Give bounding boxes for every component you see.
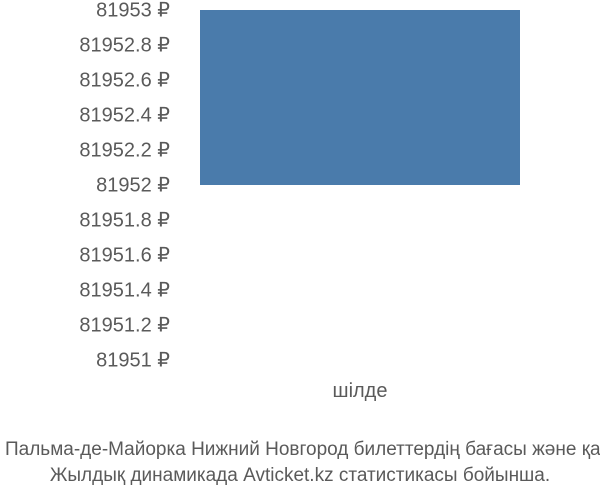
y-tick: 81952.4 ₽ (79, 103, 170, 128)
caption-line-1: Пальма-де-Майорка Нижний Новгород билетт… (5, 437, 595, 464)
caption-line-2: Жылдық динамикада Avticket.kz статистика… (5, 463, 595, 490)
y-tick: 81952.6 ₽ (79, 68, 170, 93)
y-axis: 81953 ₽ 81952.8 ₽ 81952.6 ₽ 81952.4 ₽ 81952.… (0, 0, 175, 370)
y-tick: 81952.2 ₽ (79, 138, 170, 163)
plot-area (180, 0, 540, 370)
bar (200, 10, 520, 185)
y-tick: 81953 ₽ (96, 0, 170, 23)
y-tick: 81951.4 ₽ (79, 278, 170, 303)
y-tick: 81951.6 ₽ (79, 243, 170, 268)
y-tick: 81952 ₽ (96, 173, 170, 198)
y-tick: 81951.8 ₽ (79, 208, 170, 233)
y-tick: 81951.2 ₽ (79, 313, 170, 338)
x-axis-label: шілде (333, 380, 388, 403)
y-tick: 81951 ₽ (96, 348, 170, 373)
chart-caption: Пальма-де-Майорка Нижний Новгород билетт… (0, 437, 600, 490)
chart-container: 81953 ₽ 81952.8 ₽ 81952.6 ₽ 81952.4 ₽ 81952.… (0, 0, 600, 420)
y-tick: 81952.8 ₽ (79, 33, 170, 58)
